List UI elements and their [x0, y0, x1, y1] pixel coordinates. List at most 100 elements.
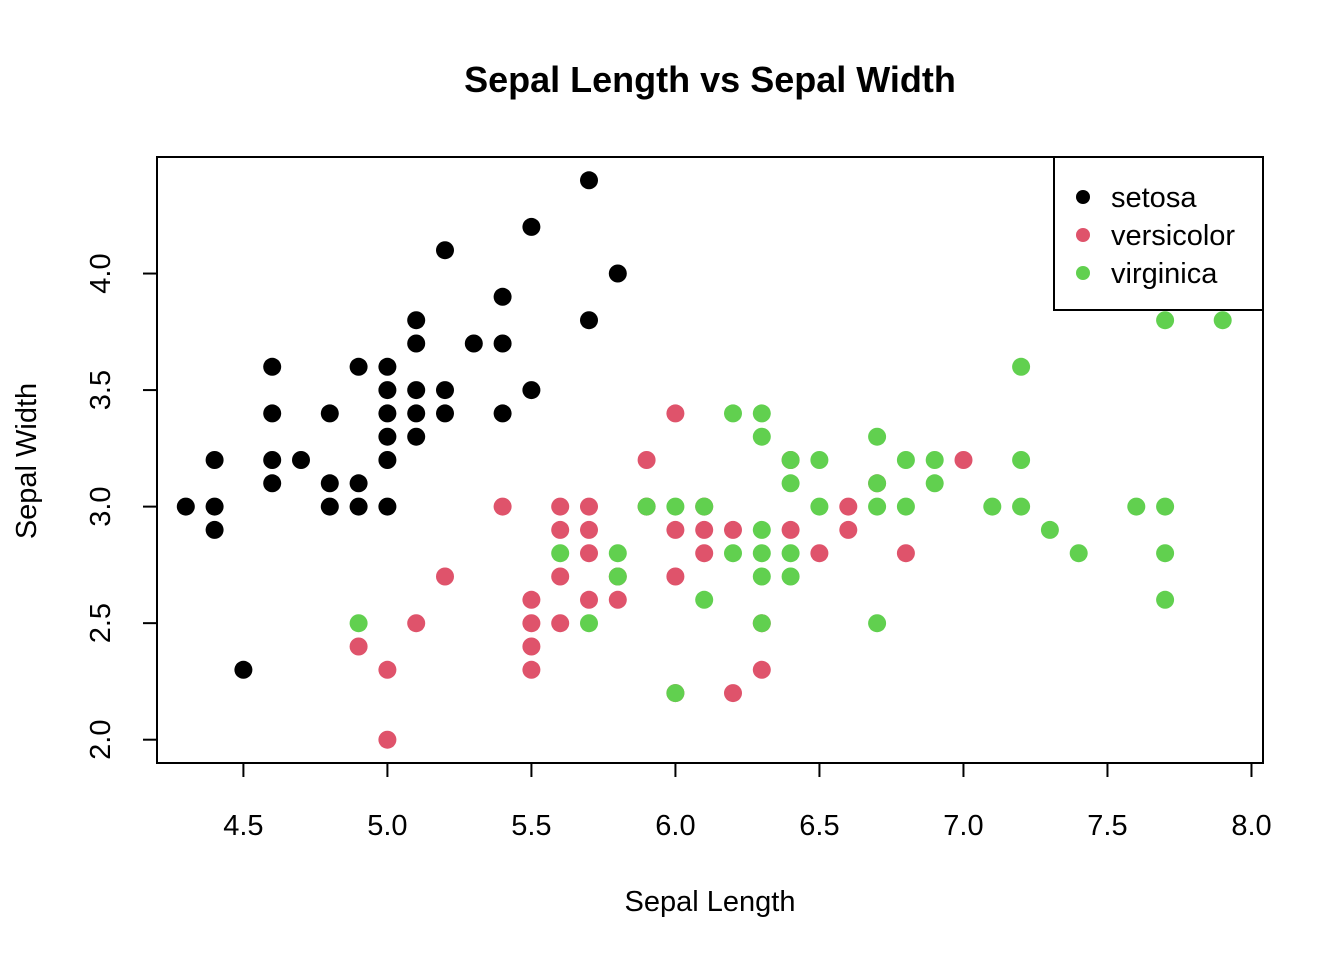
point-virginica-23 [810, 497, 829, 516]
point-setosa-4 [234, 660, 253, 679]
point-setosa-11 [320, 474, 339, 493]
point-virginica-8 [695, 497, 714, 516]
point-virginica-25 [868, 474, 887, 493]
point-virginica-22 [810, 451, 829, 469]
point-virginica-3 [608, 544, 627, 563]
x-tick-label: 6.0 [655, 810, 695, 842]
point-setosa-18 [378, 404, 397, 423]
point-virginica-24 [868, 427, 887, 446]
point-setosa-23 [407, 334, 426, 353]
point-virginica-39 [1156, 311, 1175, 330]
point-virginica-33 [1012, 357, 1031, 376]
x-tick-label: 8.0 [1231, 810, 1271, 842]
point-virginica-16 [752, 567, 771, 586]
point-versicolor-10 [551, 497, 570, 516]
point-virginica-21 [781, 567, 800, 586]
point-virginica-11 [724, 544, 742, 563]
point-versicolor-29 [724, 520, 742, 539]
point-versicolor-40 [954, 451, 973, 469]
point-virginica-4 [608, 567, 627, 586]
point-setosa-0 [176, 497, 195, 516]
point-virginica-34 [1012, 451, 1031, 469]
chart-title: Sepal Length vs Sepal Width [464, 59, 956, 100]
point-virginica-13 [752, 427, 771, 446]
point-versicolor-28 [695, 544, 714, 563]
point-versicolor-8 [522, 637, 541, 656]
point-setosa-30 [464, 334, 483, 353]
point-virginica-10 [724, 404, 742, 423]
point-setosa-26 [407, 427, 426, 446]
y-axis-label: Sepal Width [11, 383, 43, 539]
points-layer [176, 171, 1232, 749]
point-virginica-43 [1213, 311, 1232, 330]
point-versicolor-19 [608, 590, 627, 609]
point-virginica-7 [666, 684, 685, 703]
point-setosa-8 [263, 474, 282, 493]
point-virginica-20 [781, 544, 800, 563]
point-setosa-36 [580, 171, 598, 190]
point-setosa-3 [205, 520, 224, 539]
x-axis-label: Sepal Length [625, 886, 796, 918]
point-virginica-18 [781, 451, 800, 469]
point-setosa-9 [292, 451, 310, 469]
point-virginica-32 [983, 497, 1002, 516]
point-virginica-31 [925, 474, 944, 493]
point-setosa-27 [436, 241, 454, 260]
point-versicolor-35 [810, 544, 829, 563]
point-virginica-27 [868, 614, 887, 633]
y-tick-label: 4.0 [85, 253, 117, 293]
point-virginica-38 [1127, 497, 1146, 516]
point-versicolor-14 [580, 497, 598, 516]
x-tick-label: 7.0 [943, 810, 983, 842]
point-versicolor-4 [436, 567, 454, 586]
legend-marker-virginica [1076, 266, 1090, 280]
point-virginica-2 [580, 614, 598, 633]
point-setosa-29 [436, 404, 454, 423]
point-setosa-22 [407, 311, 426, 330]
point-virginica-1 [551, 544, 570, 563]
point-setosa-38 [608, 264, 627, 283]
point-setosa-19 [378, 427, 397, 446]
point-setosa-10 [320, 404, 339, 423]
point-setosa-21 [378, 497, 397, 516]
point-versicolor-23 [666, 520, 685, 539]
x-axis: 4.5 5.0 5.5 6.0 6.5 7.0 7.5 8.0 [223, 762, 1272, 842]
point-virginica-19 [781, 474, 800, 493]
point-setosa-17 [378, 381, 397, 400]
point-setosa-32 [493, 334, 512, 353]
legend-marker-versicolor [1076, 228, 1090, 242]
point-virginica-30 [925, 451, 944, 469]
point-setosa-35 [522, 381, 541, 400]
point-virginica-40 [1156, 497, 1175, 516]
point-versicolor-11 [551, 520, 570, 539]
point-versicolor-39 [896, 544, 915, 563]
x-tick-label: 4.5 [223, 810, 263, 842]
point-setosa-13 [349, 357, 368, 376]
legend-label-versicolor: versicolor [1111, 220, 1235, 252]
point-versicolor-24 [666, 567, 685, 586]
point-setosa-25 [407, 404, 426, 423]
y-tick-label: 2.5 [85, 603, 117, 643]
point-virginica-26 [868, 497, 887, 516]
point-setosa-7 [263, 451, 282, 469]
point-versicolor-22 [666, 404, 685, 423]
y-tick-label: 3.5 [85, 370, 117, 410]
legend: setosa versicolor virginica [1053, 156, 1264, 311]
point-virginica-37 [1069, 544, 1088, 563]
y-tick-label: 2.0 [85, 720, 117, 760]
legend-marker-setosa [1076, 190, 1090, 204]
x-tick-label: 5.5 [511, 810, 551, 842]
point-setosa-16 [378, 357, 397, 376]
point-versicolor-12 [551, 567, 570, 586]
point-versicolor-1 [378, 660, 397, 679]
point-virginica-15 [752, 544, 771, 563]
point-setosa-2 [205, 497, 224, 516]
point-virginica-42 [1156, 590, 1175, 609]
point-virginica-6 [666, 497, 685, 516]
point-virginica-28 [896, 451, 915, 469]
point-virginica-41 [1156, 544, 1175, 563]
point-setosa-28 [436, 381, 454, 400]
point-virginica-12 [752, 404, 771, 423]
legend-label-setosa: setosa [1111, 182, 1197, 214]
